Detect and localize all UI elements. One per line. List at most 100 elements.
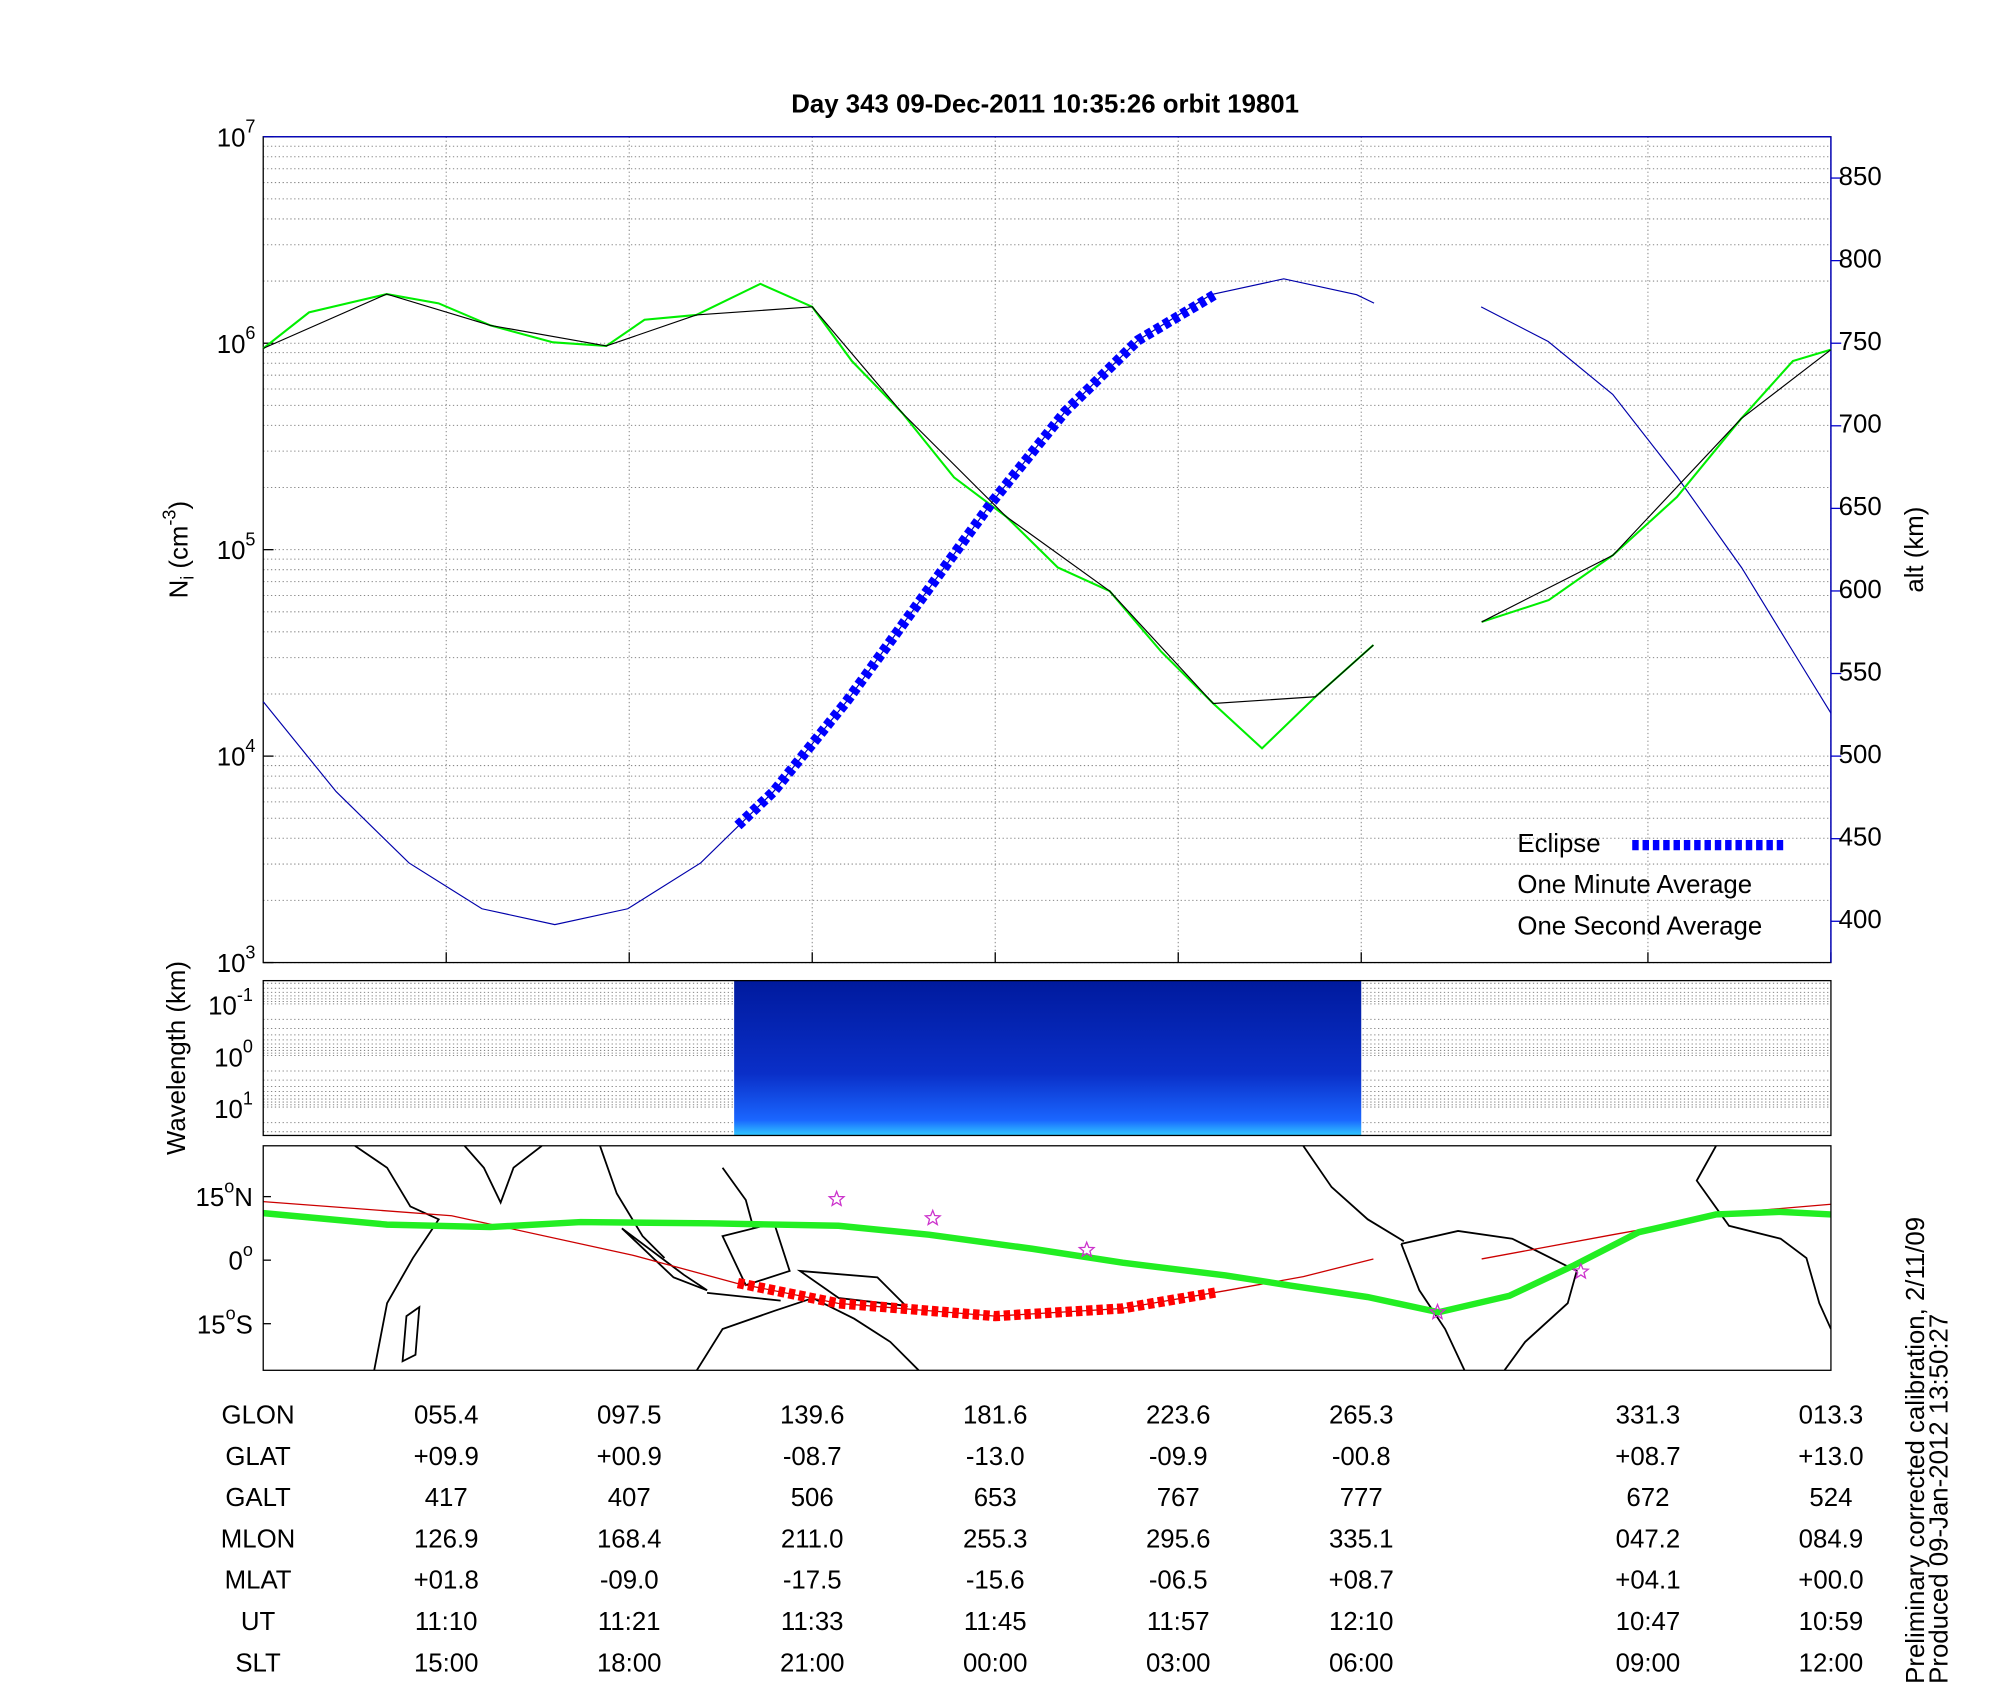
tick-sup: 6 xyxy=(245,323,255,343)
table-cell: 653 xyxy=(974,1484,1017,1512)
table-cell: +08.7 xyxy=(1615,1443,1680,1471)
label-sup: -3 xyxy=(159,510,179,526)
star-marker xyxy=(827,1189,846,1207)
table-cell: 00:00 xyxy=(963,1649,1028,1677)
tick-base: 15 xyxy=(197,1311,226,1339)
table-cell: 06:00 xyxy=(1329,1649,1394,1677)
row-label: GALT xyxy=(225,1484,291,1512)
y-axis-label: Ni (cm-3) xyxy=(159,501,197,598)
table-cell: 047.2 xyxy=(1616,1525,1681,1553)
tick-sup: 1 xyxy=(243,1088,253,1108)
table-cell: 15:00 xyxy=(414,1649,479,1677)
table-cell: 331.3 xyxy=(1616,1402,1681,1430)
y-tick-label: 0o xyxy=(228,1240,252,1276)
star-marker xyxy=(1077,1240,1096,1258)
table-cell: -13.0 xyxy=(966,1443,1025,1471)
series-line xyxy=(262,293,1832,705)
y2-axis-label: alt (km) xyxy=(1901,507,1929,593)
table-cell: 11:57 xyxy=(1147,1608,1210,1636)
table-cell: +09.9 xyxy=(414,1443,479,1471)
table-cell: 18:00 xyxy=(597,1649,662,1677)
y2-tick-label: 650 xyxy=(1839,493,1882,521)
coastline xyxy=(1695,1145,1831,1330)
table-cell: 407 xyxy=(608,1484,651,1512)
y-tick-label: 105 xyxy=(217,529,256,565)
coastline xyxy=(463,1145,543,1205)
table-cell: 255.3 xyxy=(963,1525,1028,1553)
table-cell: 181.6 xyxy=(963,1402,1028,1430)
tick-sup: o xyxy=(243,1240,253,1260)
y2-tick-label: 400 xyxy=(1839,906,1882,934)
coastline xyxy=(354,1145,441,1371)
table-cell: 11:10 xyxy=(415,1608,478,1636)
figure: 1031041051061074004505005506006507007508… xyxy=(159,91,1953,1684)
table-cell: 11:21 xyxy=(598,1608,661,1636)
row-label: MLAT xyxy=(225,1567,292,1595)
tick-base: 10 xyxy=(214,1096,243,1124)
table-cell: +04.1 xyxy=(1615,1567,1680,1595)
label-part: N xyxy=(165,580,193,599)
table-cell: 10:59 xyxy=(1799,1608,1864,1636)
table-cell: -06.5 xyxy=(1149,1567,1208,1595)
annotation: Preliminary corrected calibration, 2/11/… xyxy=(1902,1217,1930,1684)
table-cell: -17.5 xyxy=(783,1567,842,1595)
table-cell: 097.5 xyxy=(597,1402,662,1430)
coastline xyxy=(401,1305,421,1363)
table-cell: +01.8 xyxy=(414,1567,479,1595)
tick-base: 15 xyxy=(196,1184,225,1212)
label-sub: i xyxy=(177,576,197,580)
annotation: Produced 09-Jan-2012 13:50:27 xyxy=(1925,1314,1953,1684)
tick-sup: -1 xyxy=(237,985,253,1005)
row-label: MLON xyxy=(221,1525,296,1553)
tick-suffix: N xyxy=(234,1184,253,1212)
chart-title: Day 343 09-Dec-2011 10:35:26 orbit 19801 xyxy=(791,91,1299,119)
table-cell: 12:00 xyxy=(1799,1649,1864,1677)
track-line xyxy=(262,1208,1832,1316)
coastline xyxy=(599,1145,666,1259)
row-label: SLT xyxy=(235,1649,281,1677)
table-cell: 12:10 xyxy=(1329,1608,1394,1636)
table-cell: 777 xyxy=(1340,1484,1383,1512)
tick-sup: 5 xyxy=(245,529,255,549)
table-cell: 03:00 xyxy=(1146,1649,1211,1677)
table-cell: 11:33 xyxy=(781,1608,844,1636)
table-cell: 013.3 xyxy=(1799,1402,1864,1430)
tick-base: 10 xyxy=(208,993,237,1021)
y-tick-label: 100 xyxy=(214,1036,253,1072)
track-line xyxy=(736,1278,1218,1322)
table-cell: 168.4 xyxy=(597,1525,662,1553)
table-cell: +00.0 xyxy=(1798,1567,1863,1595)
tick-base: 10 xyxy=(217,124,246,152)
y-tick-label: 104 xyxy=(217,736,256,772)
star-marker xyxy=(923,1208,942,1226)
y2-tick-label: 450 xyxy=(1839,824,1882,852)
y2-tick-label: 700 xyxy=(1839,411,1882,439)
table-cell: 126.9 xyxy=(414,1525,479,1553)
table-cell: 223.6 xyxy=(1146,1402,1211,1430)
y-tick-label: 15oN xyxy=(196,1176,253,1212)
star-marker xyxy=(1571,1262,1590,1280)
coastline xyxy=(721,1222,791,1287)
table-cell: +00.9 xyxy=(597,1443,662,1471)
y2-tick-label: 550 xyxy=(1839,658,1882,686)
table-cell: +13.0 xyxy=(1798,1443,1863,1471)
tick-base: 10 xyxy=(217,744,246,772)
table-cell: 672 xyxy=(1626,1484,1669,1512)
tick-sup: 7 xyxy=(245,117,255,137)
spectrogram xyxy=(734,980,1362,1136)
coastline xyxy=(706,1291,781,1302)
table-cell: 506 xyxy=(791,1484,834,1512)
table-cell: 335.1 xyxy=(1329,1525,1394,1553)
table-cell: -15.6 xyxy=(966,1567,1025,1595)
y-tick-label: 10-1 xyxy=(208,985,253,1021)
y-tick-label: 103 xyxy=(217,942,256,978)
coastline xyxy=(721,1167,755,1229)
table-cell: 084.9 xyxy=(1799,1525,1864,1553)
table-cell: -08.7 xyxy=(783,1443,842,1471)
series-line xyxy=(734,289,1220,830)
table-cell: 09:00 xyxy=(1616,1649,1681,1677)
table-cell: 139.6 xyxy=(780,1402,845,1430)
tick-base: 10 xyxy=(217,331,246,359)
panel-frame xyxy=(262,1145,1832,1371)
